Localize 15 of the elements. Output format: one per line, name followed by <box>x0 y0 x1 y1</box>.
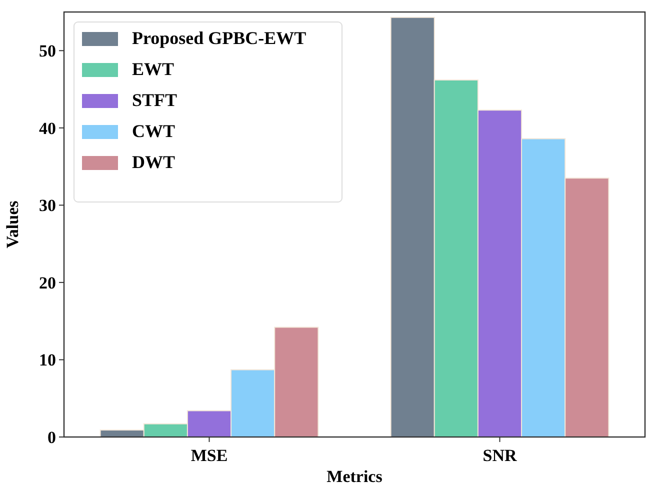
y-axis-title: Values <box>3 200 22 248</box>
x-axis-title: Metrics <box>326 467 383 486</box>
y-tick-label: 30 <box>39 196 56 216</box>
y-tick-label: 20 <box>39 273 56 292</box>
y-tick-label: 50 <box>39 42 56 61</box>
legend-label: EWT <box>132 59 174 79</box>
y-tick-label: 0 <box>48 428 56 447</box>
legend-label: DWT <box>132 152 176 172</box>
x-tick-label: SNR <box>482 446 518 465</box>
legend-label: STFT <box>132 90 178 110</box>
legend-label: CWT <box>132 121 176 141</box>
y-tick-label: 10 <box>39 350 56 370</box>
y-tick-label: 40 <box>39 118 56 138</box>
legend-label: Proposed GPBC-EWT <box>132 28 306 48</box>
x-tick-label: MSE <box>190 446 228 465</box>
